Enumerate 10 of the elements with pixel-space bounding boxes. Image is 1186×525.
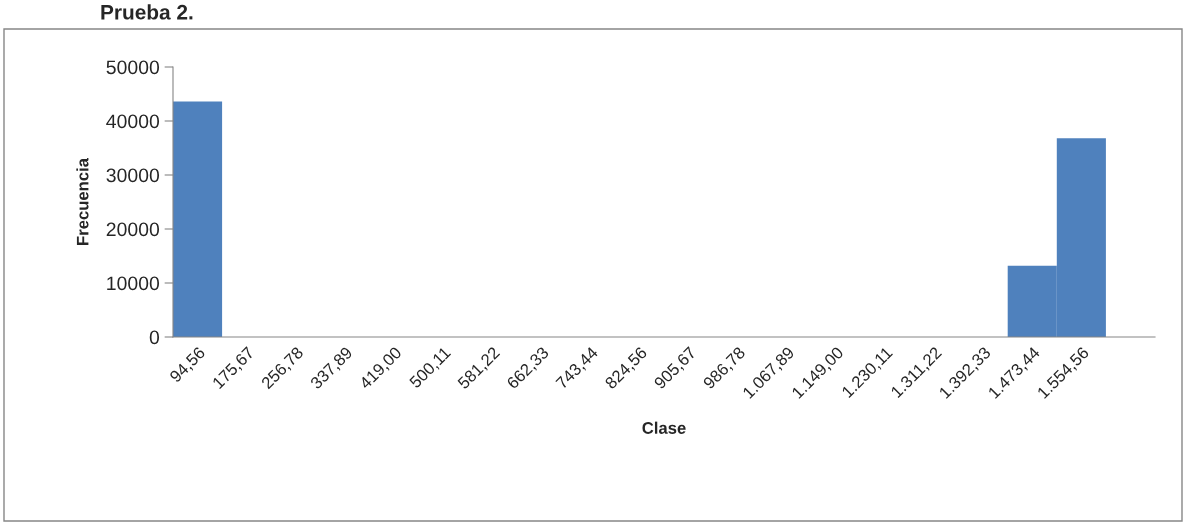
bar	[173, 101, 223, 337]
y-tick-label: 50000	[106, 60, 160, 75]
y-tick-label: 20000	[106, 222, 160, 237]
y-tick-label: 30000	[106, 168, 160, 183]
x-axis-title: Clase	[642, 421, 686, 434]
chart-title: Prueba 2.	[101, 4, 193, 20]
y-tick-label: 0	[149, 330, 160, 345]
y-axis-title: Frecuencia	[76, 157, 89, 245]
y-tick-label: 40000	[106, 114, 160, 129]
y-tick-label: 10000	[107, 276, 160, 291]
